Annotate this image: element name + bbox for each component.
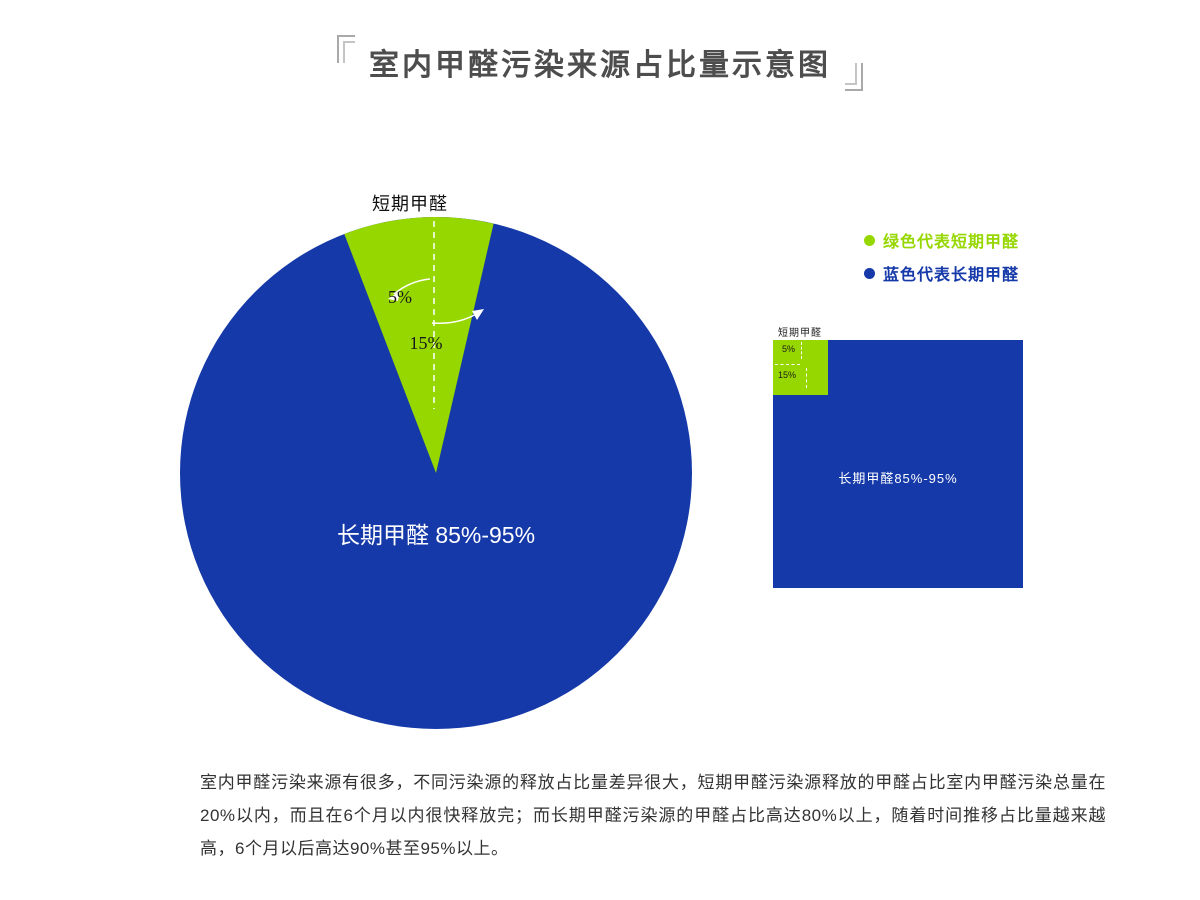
title-text: 室内甲醛污染来源占比量示意图 [369, 49, 831, 82]
legend-label-long-term: 蓝色代表长期甲醛 [883, 267, 1020, 284]
square-dashed-line-vertical [801, 342, 802, 359]
pie-chart: 短期甲醛 5% 15% 长期甲醛 85%-95% [180, 194, 692, 729]
pie-slice-short-term [344, 217, 494, 473]
close-corner-bracket-decoration [841, 57, 863, 91]
open-corner-bracket-decoration [337, 35, 359, 69]
legend-item-long-term: 蓝色代表长期甲醛 [864, 261, 1019, 285]
pie-arrowhead-left-icon [388, 291, 400, 301]
page-title: 室内甲醛污染来源占比量示意图 [0, 35, 1200, 91]
square-long-term-label: 长期甲醛85%-95% [838, 471, 958, 486]
square-long-term-block: 5% 15% 长期甲醛85%-95% [773, 340, 1023, 588]
pie-angle-arrow-small [393, 278, 431, 295]
square-short-term-block: 5% 15% [773, 340, 828, 395]
blue-dot-icon [864, 267, 875, 279]
square-pct-15-label: 15% [778, 370, 797, 380]
pie-long-term-label: 长期甲醛 85%-95% [337, 522, 535, 548]
square-short-term-label: 短期甲醛 [778, 328, 822, 339]
green-dot-icon [864, 234, 875, 246]
pie-arrowhead-right-icon [472, 309, 484, 320]
square-pct-5-label: 5% [782, 344, 796, 354]
legend-item-short-term: 绿色代表短期甲醛 [864, 228, 1019, 252]
pie-pct-15-label: 15% [410, 333, 443, 353]
legend-label-short-term: 绿色代表短期甲醛 [883, 234, 1020, 251]
pie-pct-5-label: 5% [388, 287, 412, 307]
pie-short-term-label: 短期甲醛 [372, 194, 448, 214]
legend: 绿色代表短期甲醛 蓝色代表长期甲醛 [864, 228, 1019, 285]
description-text: 室内甲醛污染来源有很多，不同污染源的释放占比量差异很大，短期甲醛污染源释放的甲醛… [200, 773, 1106, 859]
pie-chart-svg: 5% 15% 长期甲醛 85%-95% [180, 217, 692, 729]
square-dashed-line-horizontal [775, 364, 800, 365]
square-chart: 短期甲醛 5% 15% 长期甲醛85%-95% [773, 328, 1023, 588]
square-dashed-line-vertical-2 [806, 368, 807, 388]
